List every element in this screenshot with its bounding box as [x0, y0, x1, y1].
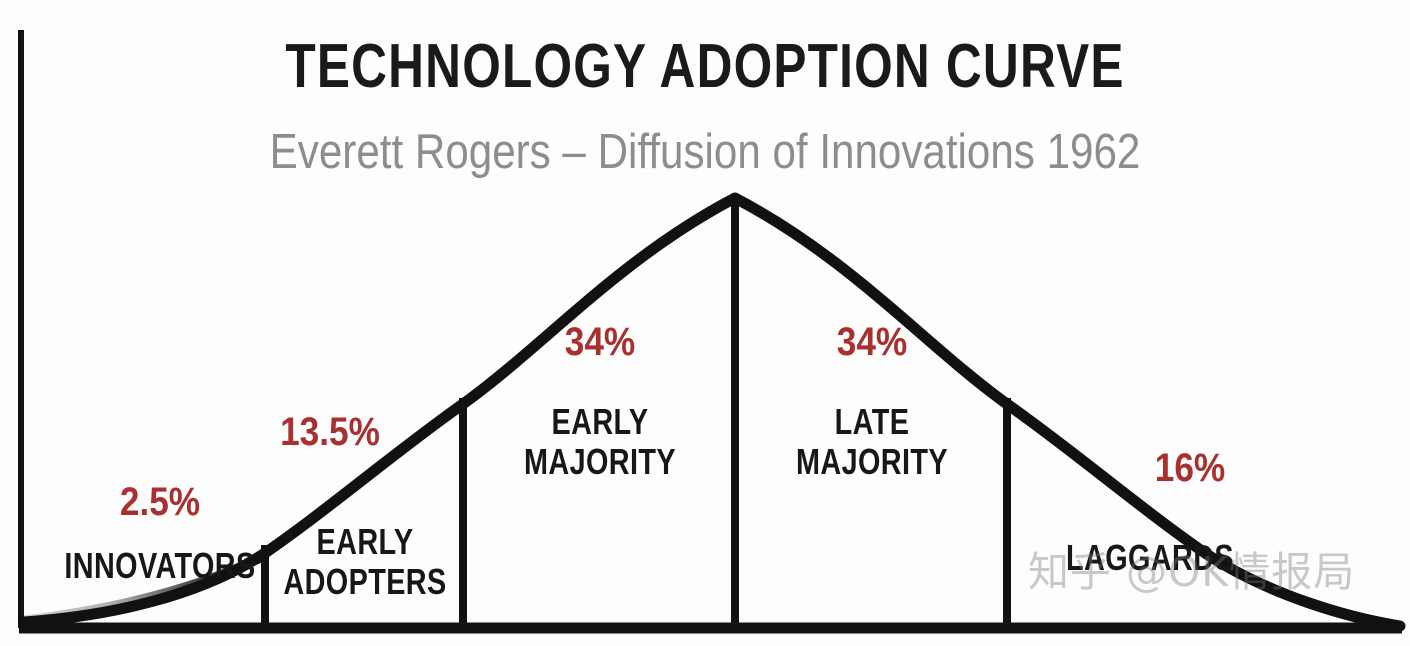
percent-label-laggards: 16% [1154, 446, 1226, 490]
segment-label-late-majority-line1: LATE [834, 401, 910, 442]
segment-label-laggards: LAGGARDS [1066, 537, 1234, 578]
segment-label-early-majority-line1: EARLY [551, 401, 649, 442]
percent-label-late-majority: 34% [836, 320, 908, 364]
page-title: TECHNOLOGY ADOPTION CURVE [285, 32, 1125, 101]
percent-label-innovators: 2.5% [119, 480, 201, 524]
page-subtitle: Everett Rogers – Diffusion of Innovation… [269, 125, 1141, 179]
segment-label-early-adopters-line1: EARLY [316, 521, 414, 562]
watermark-text: 知乎 @OK情报局 [1028, 548, 1356, 596]
segment-label-early-adopters-line2: ADOPTERS [283, 561, 447, 602]
segment-label-late-majority-line2: MAJORITY [795, 441, 948, 482]
percent-label-early-adopters: 13.5% [280, 410, 380, 454]
segment-label-early-adopters: EARLY ADOPTERS [273, 522, 457, 602]
segment-label-late-majority: LATE MAJORITY [768, 402, 976, 482]
percent-label-early-majority: 34% [564, 320, 636, 364]
segment-label-early-majority: EARLY MAJORITY [496, 402, 704, 482]
segment-label-early-majority-line2: MAJORITY [523, 441, 676, 482]
segment-label-innovators: INNOVATORS [64, 545, 256, 586]
